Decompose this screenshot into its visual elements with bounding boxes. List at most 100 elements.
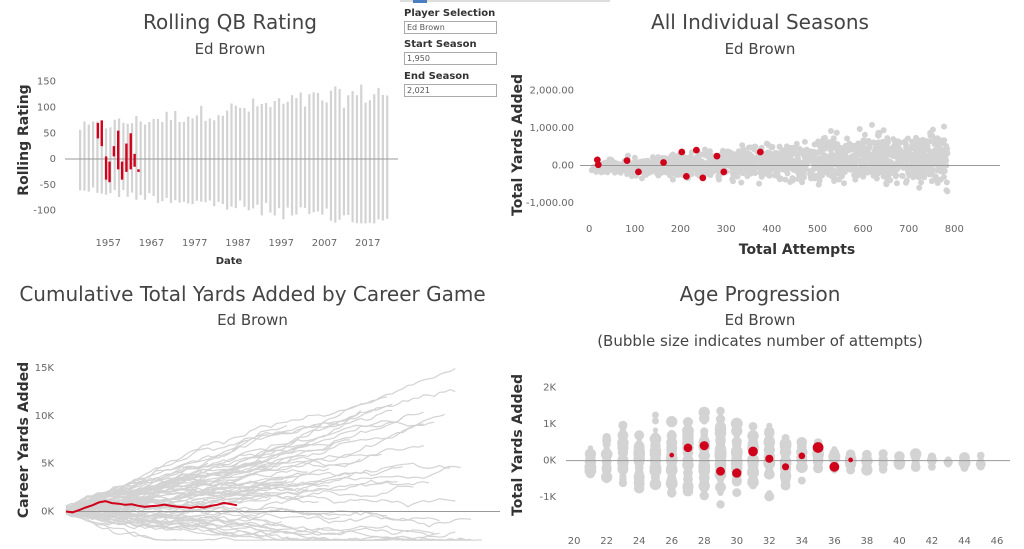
seasons-background-point xyxy=(883,181,890,188)
top-scroll-track xyxy=(400,0,610,2)
age-background-bubble xyxy=(652,427,659,433)
rolling-xtick-label: 1967 xyxy=(139,238,164,249)
rolling-xlabel: Date xyxy=(216,256,243,267)
age-highlight-bubble xyxy=(781,463,790,471)
seasons-background-point xyxy=(705,170,712,177)
seasons-background-point xyxy=(940,153,947,160)
seasons-background-point xyxy=(789,175,796,182)
seasons-background-point xyxy=(855,172,862,179)
age-highlight-bubble xyxy=(765,454,774,463)
seasons-background-point xyxy=(803,165,810,172)
age-background-bubble xyxy=(683,484,693,495)
cumulative-background-series xyxy=(65,367,482,541)
rolling-subtitle: Ed Brown xyxy=(194,40,266,58)
age-background-bubble xyxy=(666,464,677,476)
seasons-background-point xyxy=(782,176,789,183)
cumulative-title-block: Cumulative Total Yards Added by Career G… xyxy=(0,282,505,332)
seasons-background-point xyxy=(941,123,948,130)
seasons-ytick-label: 2,000.00 xyxy=(529,86,574,97)
player-selection-input[interactable]: Ed Brown xyxy=(404,21,497,34)
age-background-bubble xyxy=(879,464,888,473)
age-background-bubble xyxy=(635,460,643,468)
seasons-xtick-label: 0 xyxy=(586,224,592,235)
top-scroll-thumb[interactable] xyxy=(413,0,427,3)
seasons-background-point xyxy=(728,150,735,157)
seasons-highlight-point xyxy=(678,148,686,156)
seasons-background-point xyxy=(904,146,911,153)
seasons-background-point xyxy=(825,171,832,178)
seasons-background-point xyxy=(606,156,613,163)
age-background-bubble xyxy=(717,484,724,492)
age-subtitle-note: (Bubble size indicates number of attempt… xyxy=(597,332,923,350)
seasons-background-point xyxy=(911,172,918,179)
rolling-xtick-label: 1997 xyxy=(269,238,294,249)
cumulative-highlight-line xyxy=(65,500,238,514)
age-highlight-bubble xyxy=(748,446,758,457)
rolling-xtick-label: 2017 xyxy=(355,238,380,249)
rolling-background-series xyxy=(79,84,389,224)
seasons-background-point xyxy=(613,168,620,175)
age-background-bubble xyxy=(763,427,775,439)
age-background-bubble xyxy=(700,484,708,491)
seasons-background-point xyxy=(786,164,793,171)
seasons-background-point xyxy=(882,172,889,179)
age-background-bubble xyxy=(700,478,709,487)
age-ytick-label: 0K xyxy=(543,456,556,467)
seasons-background-point xyxy=(889,152,896,159)
seasons-background-point xyxy=(640,159,647,166)
seasons-background-point xyxy=(903,153,910,160)
seasons-background-point xyxy=(847,146,854,153)
seasons-xtick-label: 200 xyxy=(671,224,690,235)
age-background-bubble xyxy=(976,451,985,460)
seasons-background-point xyxy=(820,163,827,170)
seasons-background-point xyxy=(836,152,843,159)
seasons-highlight-point xyxy=(693,146,700,154)
cumulative-title: Cumulative Total Yards Added by Career G… xyxy=(19,282,486,306)
age-background-bubble xyxy=(633,446,645,458)
seasons-background-point xyxy=(920,171,927,178)
seasons-background-point xyxy=(918,179,925,186)
start-season-control: Start Season 1,950 xyxy=(404,39,497,65)
seasons-background-point xyxy=(766,165,773,172)
age-background-bubble xyxy=(781,434,790,442)
age-title-block: Age Progression Ed Brown (Bubble size in… xyxy=(540,282,980,352)
age-background-bubble xyxy=(602,432,611,442)
age-background-bubble xyxy=(929,454,935,461)
seasons-background-point xyxy=(779,148,786,155)
age-background-bubble xyxy=(911,460,920,469)
age-highlight-bubble xyxy=(829,461,840,472)
seasons-background-point xyxy=(927,150,934,157)
end-season-input[interactable]: 2,021 xyxy=(404,84,497,97)
age-xtick-label: 32 xyxy=(763,536,776,547)
seasons-background-point xyxy=(793,159,800,166)
seasons-background-point xyxy=(765,170,772,177)
seasons-background-point xyxy=(902,137,909,144)
age-highlight-bubble xyxy=(812,442,824,453)
seasons-background-point xyxy=(833,129,840,136)
rolling-ytick-label: 150 xyxy=(37,77,56,88)
age-background-bubble xyxy=(650,440,661,450)
seasons-background-point xyxy=(817,171,824,178)
seasons-background-point xyxy=(602,166,609,173)
seasons-highlight-point xyxy=(623,157,631,165)
seasons-background-point xyxy=(855,140,862,147)
seasons-background-point xyxy=(941,168,948,175)
seasons-background-point xyxy=(666,172,673,179)
seasons-background-point xyxy=(621,163,628,170)
seasons-background-point xyxy=(936,141,943,148)
rolling-xtick-label: 1957 xyxy=(96,238,121,249)
seasons-xtick-label: 800 xyxy=(945,224,964,235)
age-background-bubble xyxy=(944,456,952,464)
seasons-background-point xyxy=(916,140,923,147)
seasons-background-point xyxy=(844,135,851,142)
seasons-background-point xyxy=(880,165,887,172)
seasons-background-point xyxy=(845,154,852,161)
age-plot: -1K 0K 1K 2K 20 22 24 26 28 30 32 34 36 38 40 42 44 46 xyxy=(539,383,1010,547)
seasons-background-point xyxy=(840,180,847,187)
age-background-bubble xyxy=(749,454,757,462)
seasons-background-point xyxy=(747,166,754,173)
cumulative-background-line xyxy=(65,466,403,514)
age-background-bubble xyxy=(619,423,627,432)
start-season-input[interactable]: 1,950 xyxy=(404,52,497,65)
